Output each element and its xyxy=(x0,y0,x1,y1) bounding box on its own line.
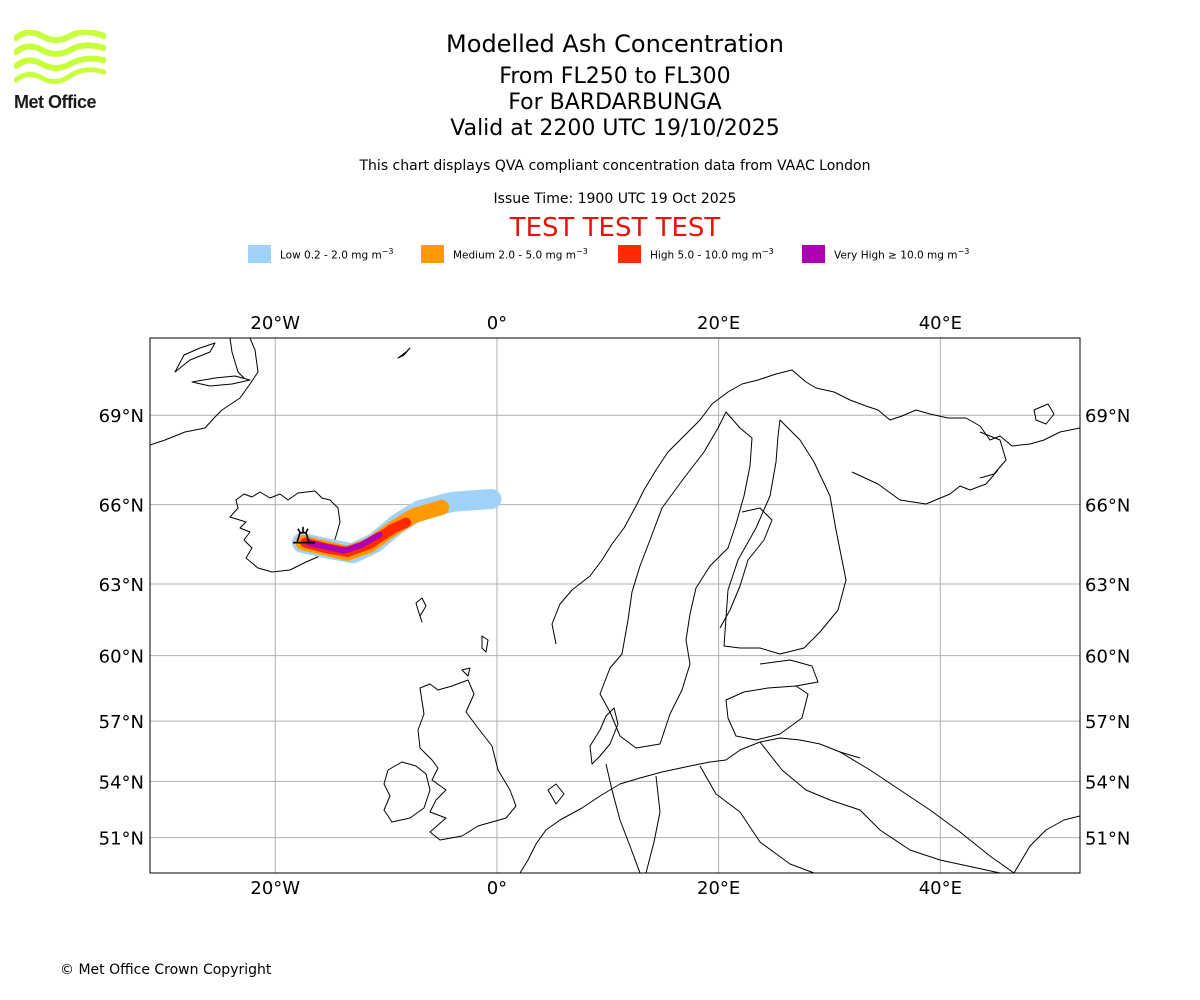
met-office-logo-text: Met Office xyxy=(14,92,97,112)
valid-time: Valid at 2200 UTC 19/10/2025 xyxy=(450,116,780,141)
legend-label-low: Low 0.2 - 2.0 mg m xyxy=(280,249,382,262)
lat-label-left: 63°N xyxy=(99,575,144,596)
lat-label-right: 66°N xyxy=(1085,496,1130,517)
legend-label-very-high: Very High ≥ 10.0 mg m xyxy=(834,249,958,262)
longitude-labels: 20°W 20°W 0° 0° 20°E 20°E 40°E 40°E xyxy=(250,313,962,899)
legend-swatch-very-high xyxy=(802,245,825,263)
lat-label-right: 63°N xyxy=(1085,575,1130,596)
latitude-labels: 69°N 69°N 66°N 66°N 63°N 63°N 60°N 60°N 57°N 57°N… xyxy=(99,406,1131,849)
lat-label-left: 54°N xyxy=(99,772,144,793)
concentration-legend: Low 0.2 - 2.0 mg m−3 Medium 2.0 - 5.0 mg… xyxy=(0,244,1200,264)
scandinavia-coast xyxy=(551,369,1080,645)
faroe-islands xyxy=(415,597,427,623)
lat-label-left: 60°N xyxy=(99,647,144,668)
lat-label-left: 57°N xyxy=(99,712,144,733)
iceland-coast xyxy=(229,490,341,573)
legend-label-high: High 5.0 - 10.0 mg m xyxy=(650,249,762,262)
volcano-marker-icon xyxy=(293,526,315,544)
legend-swatch-low xyxy=(248,245,271,263)
legend-item-low: Low 0.2 - 2.0 mg m−3 xyxy=(248,244,393,264)
lon-label-bottom: 20°W xyxy=(250,878,300,899)
lon-label-top: 0° xyxy=(487,313,507,334)
ash-plume xyxy=(291,489,502,564)
lon-label-bottom: 0° xyxy=(487,878,507,899)
ireland-coast xyxy=(383,761,431,823)
lat-label-left: 66°N xyxy=(99,496,144,517)
legend-swatch-high xyxy=(618,245,641,263)
europe-coast xyxy=(519,737,861,873)
lon-label-top: 20°E xyxy=(697,313,740,334)
lat-label-right: 60°N xyxy=(1085,647,1130,668)
greenland-coast xyxy=(150,338,259,446)
legend-item-very-high: Very High ≥ 10.0 mg m−3 xyxy=(802,244,969,264)
test-banner: TEST TEST TEST xyxy=(509,213,721,243)
lon-label-top: 40°E xyxy=(919,313,962,334)
map-gridlines xyxy=(150,338,1080,873)
lon-label-bottom: 20°E xyxy=(697,878,740,899)
map-frame xyxy=(149,337,1081,874)
plume-band-very-high xyxy=(305,531,383,554)
legend-item-high: High 5.0 - 10.0 mg m−3 xyxy=(618,244,774,264)
lat-label-left: 51°N xyxy=(99,829,144,850)
lat-label-right: 51°N xyxy=(1085,829,1130,850)
legend-swatch-medium xyxy=(421,245,444,263)
issue-time: Issue Time: 1900 UTC 19 Oct 2025 xyxy=(493,191,737,207)
lat-label-left: 69°N xyxy=(99,406,144,427)
copyright: © Met Office Crown Copyright xyxy=(60,962,272,978)
coastlines xyxy=(150,338,1080,873)
volcano-name: For BARDARBUNGA xyxy=(508,90,722,115)
great-britain-coast xyxy=(417,679,517,841)
legend-label-medium: Medium 2.0 - 5.0 mg m xyxy=(453,249,576,262)
jan-mayen xyxy=(397,347,411,359)
met-office-wave-icon xyxy=(13,29,107,84)
lon-label-top: 20°W xyxy=(250,313,300,334)
lat-label-right: 57°N xyxy=(1085,712,1130,733)
lat-label-right: 69°N xyxy=(1085,406,1130,427)
legend-item-medium: Medium 2.0 - 5.0 mg m−3 xyxy=(421,244,588,264)
chart-title: Modelled Ash Concentration xyxy=(446,30,784,58)
lon-label-bottom: 40°E xyxy=(919,878,962,899)
flight-level-range: From FL250 to FL300 xyxy=(499,64,731,89)
chart-description: This chart displays QVA compliant concen… xyxy=(359,158,871,174)
lat-label-right: 54°N xyxy=(1085,772,1130,793)
met-office-logo: Met Office xyxy=(13,29,107,112)
